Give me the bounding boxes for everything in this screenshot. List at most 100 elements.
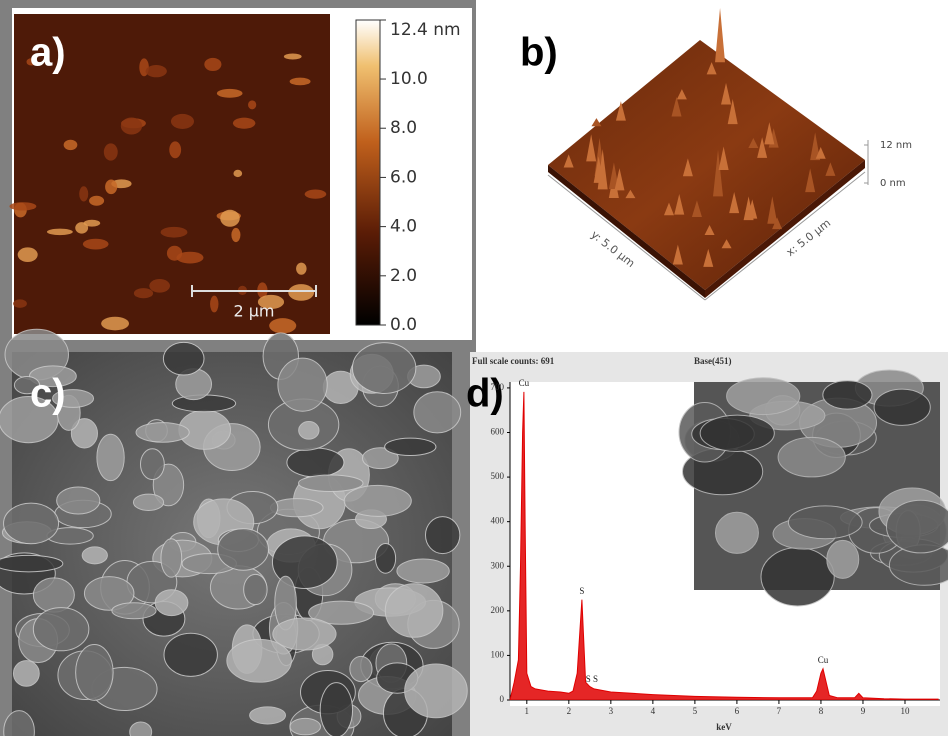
afm-grain bbox=[283, 53, 302, 60]
afm-grain bbox=[63, 139, 78, 151]
sem-particle bbox=[396, 558, 450, 584]
sem-particle bbox=[32, 607, 90, 652]
sem-particle bbox=[272, 617, 337, 651]
z-tick-label: 0 nm bbox=[880, 178, 906, 189]
sem-particle bbox=[96, 433, 125, 482]
sem-particle bbox=[70, 418, 98, 449]
colorbar bbox=[355, 19, 381, 326]
sem-particle bbox=[81, 546, 108, 565]
sem-particle bbox=[269, 498, 324, 518]
afm-grain bbox=[220, 209, 240, 227]
sem-particle bbox=[135, 422, 190, 443]
afm-grain bbox=[89, 195, 105, 206]
sem-particle bbox=[699, 414, 775, 452]
sem-particle bbox=[3, 710, 35, 736]
sem-particle bbox=[277, 357, 328, 412]
sem-particle bbox=[787, 505, 863, 540]
sem-particle bbox=[249, 706, 287, 725]
sem-particle bbox=[111, 602, 157, 620]
colorbar-tick-label: 10.0 bbox=[390, 69, 428, 89]
x-tick-label: 4 bbox=[651, 706, 656, 716]
afm-grain bbox=[83, 219, 101, 227]
afm-grain bbox=[105, 179, 118, 195]
sem-particle bbox=[56, 486, 101, 515]
afm-grain bbox=[210, 295, 219, 313]
surface-peak bbox=[764, 122, 775, 145]
afm-grain bbox=[160, 226, 188, 238]
surface-peak bbox=[713, 149, 724, 197]
afm-grain bbox=[232, 117, 256, 129]
surface-peak bbox=[825, 162, 836, 176]
surface-peak bbox=[729, 191, 740, 214]
colorbar-tick-label: 8.0 bbox=[390, 118, 417, 138]
afm-grain bbox=[17, 247, 38, 263]
afm-grain bbox=[46, 228, 73, 236]
sem-particle bbox=[384, 583, 444, 638]
sem-particle bbox=[163, 632, 218, 677]
afm-grain bbox=[79, 186, 89, 202]
sem-particle bbox=[286, 447, 345, 478]
peak-label: S S bbox=[586, 674, 598, 684]
surface-peak bbox=[748, 137, 759, 148]
y-tick-label: 100 bbox=[491, 649, 505, 659]
surface-peak bbox=[663, 202, 674, 216]
afm-grain bbox=[26, 58, 37, 66]
afm-grain bbox=[9, 202, 37, 211]
afm-3d-surface bbox=[548, 40, 865, 290]
sem-particle bbox=[298, 474, 364, 493]
y-axis-line bbox=[547, 174, 706, 301]
surface-peak bbox=[676, 89, 687, 100]
surface-peak bbox=[674, 194, 685, 215]
surface-peak bbox=[718, 146, 729, 171]
sem-texture bbox=[0, 328, 468, 736]
spectrum-line bbox=[509, 391, 939, 701]
y-tick-label: 700 bbox=[491, 382, 505, 392]
sem-particle bbox=[760, 547, 835, 607]
y-tick-label: 600 bbox=[491, 427, 505, 437]
panel-label: b) bbox=[520, 31, 558, 75]
surface-peak bbox=[625, 189, 636, 199]
sem-particle bbox=[822, 380, 873, 410]
surface-peak bbox=[586, 134, 597, 162]
sem-particle bbox=[52, 389, 95, 408]
sem-particle bbox=[3, 502, 60, 545]
sem-particle bbox=[298, 421, 320, 440]
sem-particle bbox=[714, 511, 759, 554]
x-axis-line bbox=[704, 171, 866, 301]
sem-particle bbox=[132, 493, 165, 511]
sem-particle bbox=[243, 573, 268, 606]
sem-particle bbox=[351, 342, 417, 394]
afm-grain bbox=[233, 169, 243, 178]
surface-peaks bbox=[563, 7, 836, 267]
afm-grain bbox=[176, 251, 204, 264]
sem-particle bbox=[384, 437, 437, 457]
sem-particle bbox=[349, 655, 373, 683]
colorbar-tick-label: 6.0 bbox=[390, 167, 417, 187]
sem-particle bbox=[289, 717, 322, 736]
sem-particle bbox=[32, 577, 75, 613]
sem-particle bbox=[129, 721, 153, 736]
afm-grain bbox=[101, 316, 130, 331]
afm-grain bbox=[75, 222, 89, 234]
chart-subtitle: Base(451) bbox=[694, 356, 732, 366]
surface-peak bbox=[591, 118, 602, 127]
afm-grain bbox=[296, 262, 307, 275]
sem-particle bbox=[361, 447, 399, 470]
sem-particle bbox=[404, 663, 468, 719]
surface-peak bbox=[691, 200, 702, 218]
sem-particle bbox=[308, 600, 375, 625]
colorbar-tick-label: 12.4 nm bbox=[390, 20, 461, 40]
surface-peak bbox=[614, 168, 625, 191]
surface-side bbox=[705, 160, 865, 298]
afm-grain bbox=[288, 284, 315, 301]
scale-bar-label: 2 µm bbox=[233, 302, 274, 321]
peak-label: S bbox=[579, 586, 584, 596]
afm-grain bbox=[103, 143, 118, 161]
sem-particle bbox=[217, 528, 270, 571]
surface-peak bbox=[727, 99, 738, 125]
eds-spectrum: 0 100 200 300 400 500 600 700 1 2 3 4 5 6 7 8 9 10 Cu S S S C… bbox=[491, 378, 940, 716]
surface-peak bbox=[563, 154, 574, 168]
sem-particle bbox=[343, 484, 412, 517]
